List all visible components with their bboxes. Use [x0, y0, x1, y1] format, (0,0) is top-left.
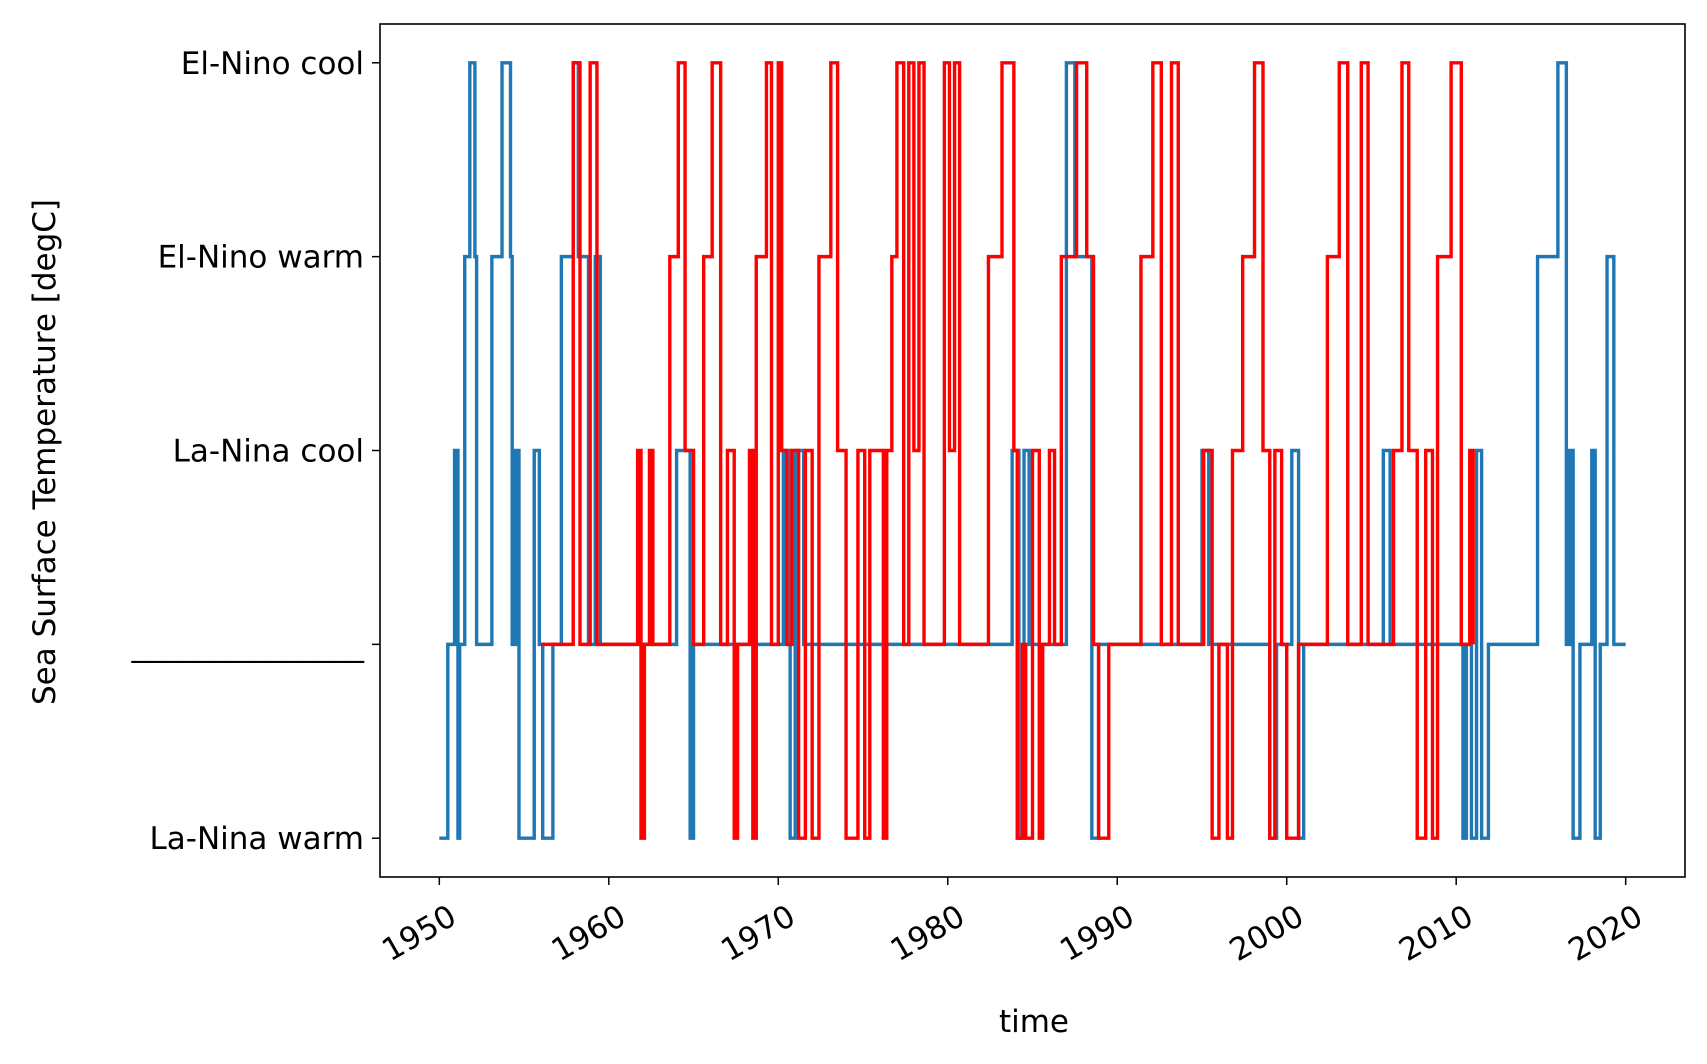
y-tick-label: La-Nina warm [149, 821, 364, 857]
y-tick-label: _______________ [131, 627, 365, 663]
x-tick-label: 2020 [1563, 898, 1649, 969]
y-tick-label: El-Nino cool [181, 46, 364, 82]
y-axis-label: Sea Surface Temperature [degC] [27, 199, 63, 705]
y-tick-label: El-Nino warm [158, 240, 364, 276]
x-tick-label: 2010 [1393, 898, 1479, 969]
x-tick-label: 2000 [1224, 898, 1310, 969]
x-tick-label: 1960 [546, 898, 632, 969]
series-line [541, 61, 1475, 840]
y-tick-label: La-Nina cool [173, 434, 364, 470]
plot-area [439, 61, 1626, 840]
x-tick-label: 1950 [376, 898, 462, 969]
x-tick-label: 1980 [885, 898, 971, 969]
x-axis-label: time [999, 1004, 1069, 1040]
x-tick-label: 1970 [715, 898, 801, 969]
x-tick-label: 1990 [1054, 898, 1140, 969]
